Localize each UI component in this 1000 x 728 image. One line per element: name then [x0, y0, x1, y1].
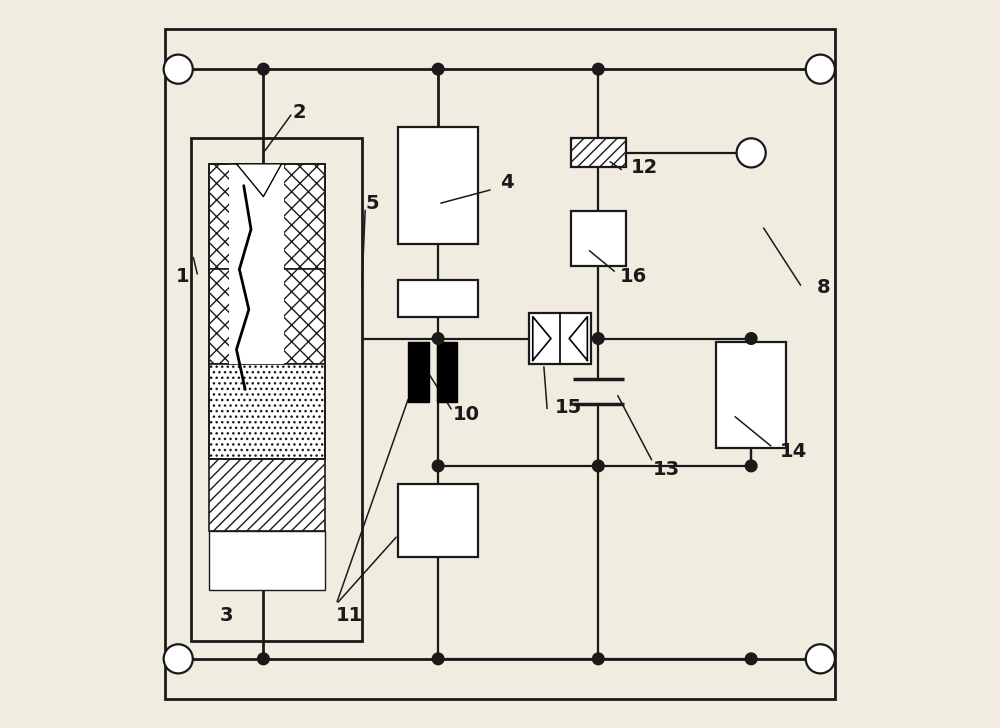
- Text: 2: 2: [293, 103, 306, 122]
- Bar: [209, 531, 325, 590]
- Polygon shape: [569, 317, 587, 360]
- Text: 14: 14: [780, 442, 808, 461]
- Bar: [716, 342, 786, 448]
- Circle shape: [806, 55, 835, 84]
- Bar: [209, 364, 325, 459]
- Circle shape: [745, 460, 757, 472]
- Circle shape: [745, 653, 757, 665]
- Bar: [571, 138, 626, 167]
- Circle shape: [432, 333, 444, 344]
- Bar: [398, 280, 478, 317]
- Text: 16: 16: [620, 267, 647, 286]
- Circle shape: [806, 644, 835, 673]
- Circle shape: [592, 333, 604, 344]
- Bar: [191, 138, 362, 641]
- Bar: [209, 459, 325, 531]
- Bar: [209, 269, 325, 364]
- Text: 1: 1: [176, 267, 190, 286]
- Text: 3: 3: [220, 606, 233, 625]
- Bar: [529, 313, 591, 364]
- Bar: [398, 127, 478, 244]
- Circle shape: [258, 653, 269, 665]
- Bar: [209, 164, 325, 269]
- Circle shape: [745, 333, 757, 344]
- Text: 4: 4: [500, 173, 514, 191]
- Circle shape: [432, 63, 444, 75]
- Text: 8: 8: [817, 278, 830, 297]
- Text: 15: 15: [555, 398, 582, 417]
- Circle shape: [592, 653, 604, 665]
- Bar: [571, 211, 626, 266]
- Text: 5: 5: [365, 194, 379, 213]
- Circle shape: [592, 63, 604, 75]
- Text: 10: 10: [453, 405, 480, 424]
- Text: 12: 12: [631, 158, 658, 177]
- Circle shape: [592, 460, 604, 472]
- Bar: [398, 484, 478, 557]
- Polygon shape: [533, 317, 551, 360]
- Bar: [437, 342, 457, 402]
- Circle shape: [737, 138, 766, 167]
- Text: 13: 13: [653, 460, 680, 479]
- Circle shape: [164, 644, 193, 673]
- Bar: [209, 164, 325, 459]
- Bar: [408, 342, 429, 402]
- Circle shape: [258, 63, 269, 75]
- Circle shape: [432, 460, 444, 472]
- Circle shape: [164, 55, 193, 84]
- Bar: [229, 164, 284, 364]
- Text: 11: 11: [336, 606, 363, 625]
- Circle shape: [432, 653, 444, 665]
- Polygon shape: [236, 164, 282, 197]
